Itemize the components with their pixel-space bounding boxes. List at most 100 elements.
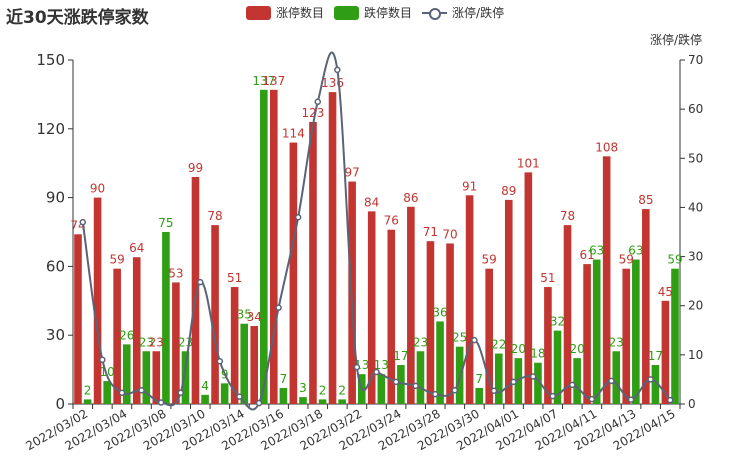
- bar-limit-down: [299, 397, 307, 404]
- legend-item-ratio[interactable]: 涨停/跌停: [422, 4, 504, 21]
- data-label-limit-up: 89: [501, 184, 516, 198]
- bar-limit-down: [416, 351, 425, 404]
- data-label-limit-up: 101: [517, 156, 540, 170]
- ratio-point: [451, 386, 459, 394]
- bar-limit-up: [211, 225, 219, 404]
- y-tick-label-left: 120: [36, 120, 65, 138]
- bar-limit-down: [651, 365, 660, 404]
- legend-line-marker-icon: [422, 6, 448, 20]
- ratio-point: [216, 357, 224, 365]
- bar-limit-up: [74, 234, 82, 404]
- bar-limit-down: [377, 374, 386, 404]
- data-label-limit-up: 91: [462, 179, 477, 193]
- bar-limit-down: [671, 268, 679, 404]
- bar-limit-down: [260, 89, 268, 405]
- bar-limit-up: [289, 142, 298, 404]
- y-tick-label-right: 40: [688, 200, 703, 214]
- bar-limit-up: [230, 287, 239, 404]
- bar-limit-up: [191, 176, 200, 404]
- data-label-limit-up: 136: [321, 76, 344, 90]
- ratio-point: [294, 214, 302, 221]
- data-label-limit-up: 78: [207, 209, 222, 223]
- ratio-point: [549, 392, 556, 400]
- data-label-limit-up: 76: [384, 214, 399, 228]
- y-tick-label-left: 0: [55, 395, 65, 413]
- y-tick-label-left: 150: [36, 51, 65, 69]
- bar-limit-up: [328, 92, 337, 405]
- y-tick-label-right: 20: [688, 299, 703, 313]
- data-label-limit-down: 26: [119, 328, 134, 342]
- data-label-limit-down: 59: [667, 253, 682, 267]
- data-label-limit-up: 99: [188, 161, 203, 175]
- data-label-limit-down: 10: [100, 365, 115, 379]
- bar-limit-down: [240, 323, 249, 404]
- bar-limit-up: [152, 351, 161, 404]
- data-label-limit-up: 114: [282, 127, 305, 141]
- data-label-limit-up: 53: [168, 266, 183, 280]
- ratio-point: [608, 377, 615, 385]
- ratio-point: [510, 378, 517, 386]
- data-label-limit-up: 86: [403, 191, 418, 205]
- data-label-limit-up: 70: [442, 227, 457, 241]
- bar-limit-up: [524, 172, 533, 404]
- data-label-limit-down: 23: [413, 335, 428, 349]
- data-label-limit-down: 23: [609, 335, 624, 349]
- data-label-limit-up: 78: [560, 209, 575, 223]
- bar-limit-down: [397, 365, 405, 404]
- data-label-limit-up: 108: [595, 140, 618, 154]
- bar-limit-up: [172, 282, 180, 404]
- ratio-point: [99, 356, 106, 364]
- data-label-limit-up: 97: [344, 166, 359, 180]
- data-label-limit-down: 36: [432, 305, 447, 319]
- bar-limit-down: [534, 362, 542, 404]
- data-label-limit-up: 45: [658, 285, 673, 299]
- data-label-limit-down: 75: [158, 216, 173, 230]
- bar-limit-down: [201, 394, 209, 404]
- ratio-point: [314, 98, 322, 106]
- bar-limit-up: [309, 121, 317, 405]
- data-label-limit-up: 61: [579, 248, 594, 262]
- bar-limit-down: [632, 259, 640, 404]
- bar-limit-down: [318, 399, 327, 404]
- bar-limit-up: [93, 197, 102, 404]
- legend-item-limit-down[interactable]: 跌停数目: [334, 4, 412, 21]
- bar-limit-down: [436, 321, 444, 404]
- ratio-point: [353, 363, 361, 371]
- data-label-limit-down: 25: [452, 331, 467, 345]
- bar-limit-up: [269, 89, 278, 405]
- ratio-point: [275, 304, 282, 311]
- ratio-point: [138, 386, 145, 394]
- data-label-limit-up: 51: [227, 271, 242, 285]
- y-tick-label-right: 60: [688, 102, 703, 116]
- ratio-point: [529, 373, 537, 380]
- bar-limit-down: [279, 387, 288, 404]
- ratio-point: [334, 66, 341, 74]
- y-tick-label-right: 0: [688, 397, 696, 411]
- ratio-point: [79, 218, 87, 226]
- data-label-limit-down: 20: [569, 342, 584, 356]
- legend: 涨停数目 跌停数目 涨停/跌停: [246, 4, 514, 21]
- data-label-limit-down: 23: [178, 335, 193, 349]
- bar-limit-down: [142, 351, 151, 404]
- data-label-limit-down: 137: [252, 74, 275, 88]
- bar-limit-up: [544, 287, 552, 404]
- data-label-limit-up: 90: [90, 182, 105, 196]
- ratio-point: [569, 381, 576, 389]
- legend-label-limit-down: 跌停数目: [364, 6, 413, 20]
- legend-item-limit-up[interactable]: 涨停数目: [246, 4, 324, 21]
- bar-limit-down: [573, 358, 581, 404]
- ratio-point: [647, 376, 654, 383]
- bar-limit-up: [602, 156, 611, 404]
- data-label-limit-up: 85: [638, 193, 653, 207]
- ratio-point: [490, 387, 498, 394]
- data-label-limit-down: 7: [475, 372, 483, 386]
- ratio-point: [236, 393, 243, 400]
- bar-limit-up: [446, 243, 454, 404]
- data-label-limit-down: 35: [237, 308, 252, 322]
- data-label-limit-down: 63: [628, 244, 643, 258]
- data-label-limit-up: 137: [262, 74, 285, 88]
- data-label-limit-down: 7: [280, 372, 288, 386]
- bar-limit-up: [367, 211, 376, 404]
- ratio-point: [412, 382, 419, 390]
